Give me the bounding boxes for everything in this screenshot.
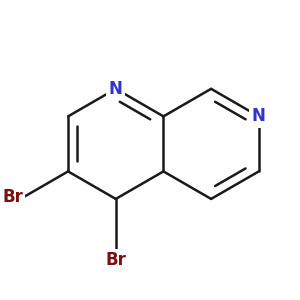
Text: Br: Br xyxy=(105,251,126,269)
Text: Br: Br xyxy=(2,188,23,206)
Text: N: N xyxy=(252,107,266,125)
Text: N: N xyxy=(109,80,123,98)
